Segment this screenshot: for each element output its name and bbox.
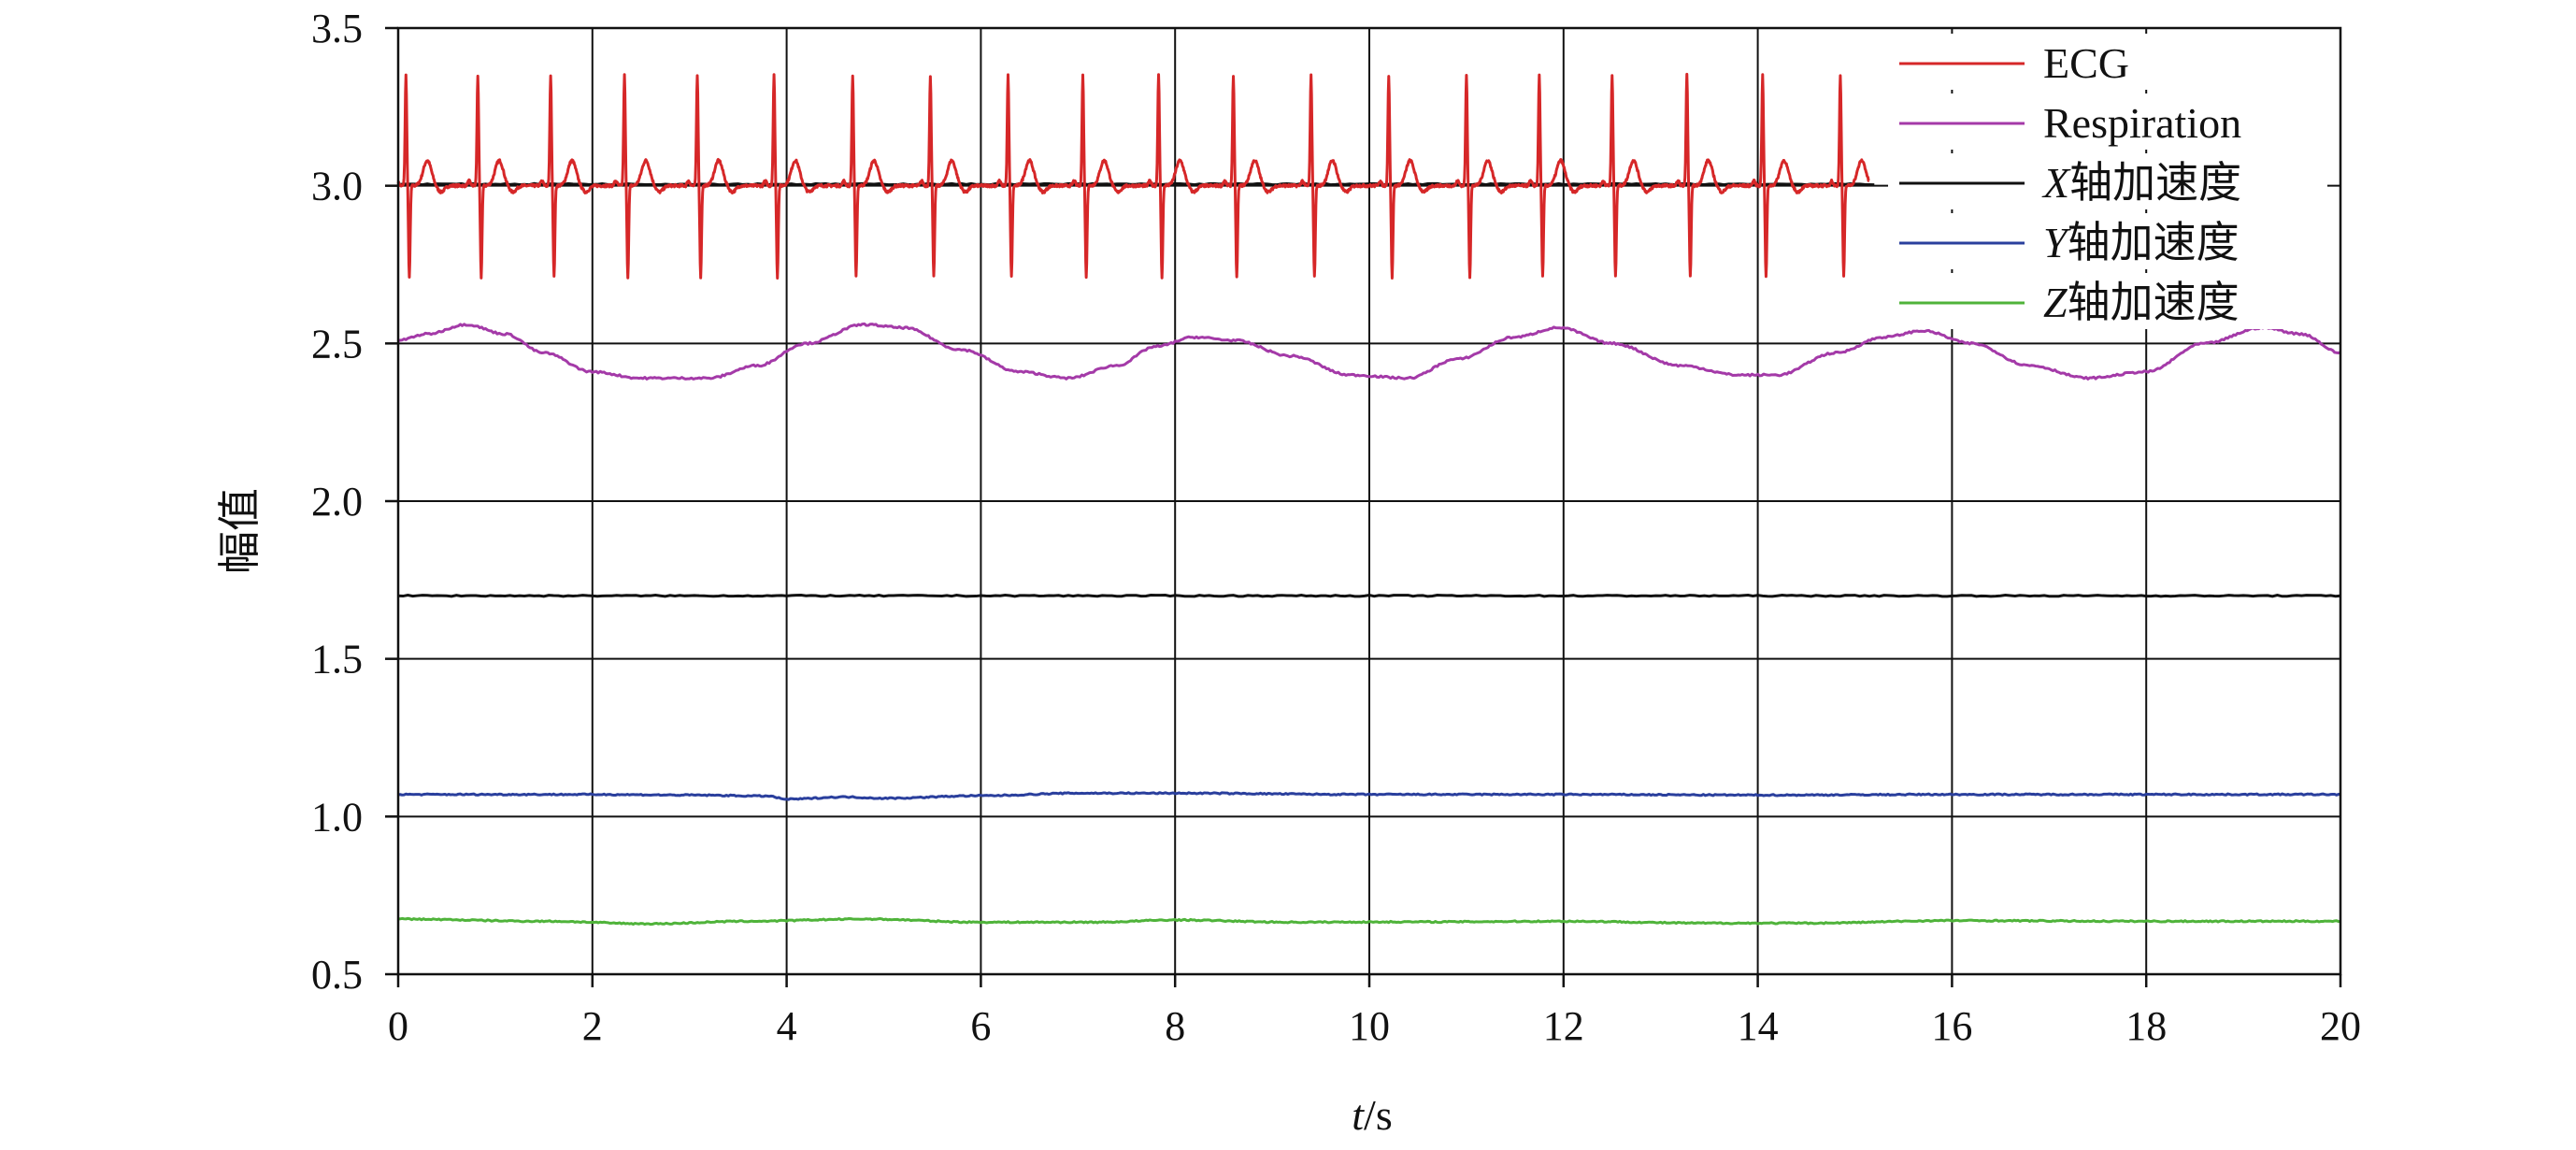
x-axis-title: t/s [1352,1091,1392,1139]
x-tick-label: 6 [970,1003,991,1049]
legend-label: X轴加速度 [2041,159,2241,207]
legend-entry-background [1888,153,2327,209]
series-0 [396,72,1870,280]
x-axis-title-var: t [1352,1091,1365,1139]
x-tick-label: 18 [2125,1003,2167,1049]
x-tick-label: 4 [777,1003,797,1049]
series-1 [397,322,2341,381]
x-tick-label: 16 [1931,1003,1972,1049]
x-tick-label: 20 [2320,1003,2361,1049]
legend-label-var: Z [2043,279,2068,326]
legend-entry-background [1888,213,2327,269]
y-tick-label: 2.5 [311,321,363,367]
legend-label-text: 轴加速度 [2068,279,2240,326]
legend-label: ECG [2043,39,2129,87]
x-tick-label: 12 [1543,1003,1584,1049]
series-line [397,916,2341,927]
x-tick-label: 14 [1738,1003,1779,1049]
series-lines [396,72,2341,927]
x-tick-label: 2 [582,1003,603,1049]
y-axis-ticks: 0.5 1.0 1.5 2.0 2.5 3.0 3.5 [311,6,398,998]
series-line-ecg [396,72,1870,280]
series-line [397,322,2341,381]
y-tick-label: 3.5 [311,6,363,51]
legend-label-text: 轴加速度 [2069,159,2241,207]
legend-entry-background [1888,93,2327,150]
y-tick-label: 0.5 [311,952,363,998]
x-tick-label: 0 [388,1003,408,1049]
x-axis-ticks: 0 2 4 6 8 10 12 14 16 18 20 [388,974,2361,1049]
x-tick-label: 10 [1349,1003,1390,1049]
legend-entry-background [1888,34,2327,90]
legend-entry-background [1888,273,2327,329]
y-tick-label: 2.0 [311,479,363,525]
y-tick-label: 1.5 [311,637,363,683]
legend-label-var: X [2041,159,2071,207]
series-3 [397,791,2341,801]
y-tick-label: 1.0 [311,794,363,840]
series-line-x-accel [397,593,2341,598]
y-axis-title: 幅值 [216,488,264,574]
series-line [397,791,2341,801]
x-tick-label: 8 [1165,1003,1185,1049]
legend-label-text: 轴加速度 [2068,219,2240,266]
legend-label: Respiration [2043,99,2241,147]
series-4 [397,916,2341,927]
y-tick-label: 3.0 [311,164,363,209]
x-axis-title-unit: /s [1364,1091,1393,1139]
legend-label: Z轴加速度 [2043,279,2240,326]
legend-label-var: Y [2043,219,2071,266]
legend-label: Y轴加速度 [2043,219,2240,266]
